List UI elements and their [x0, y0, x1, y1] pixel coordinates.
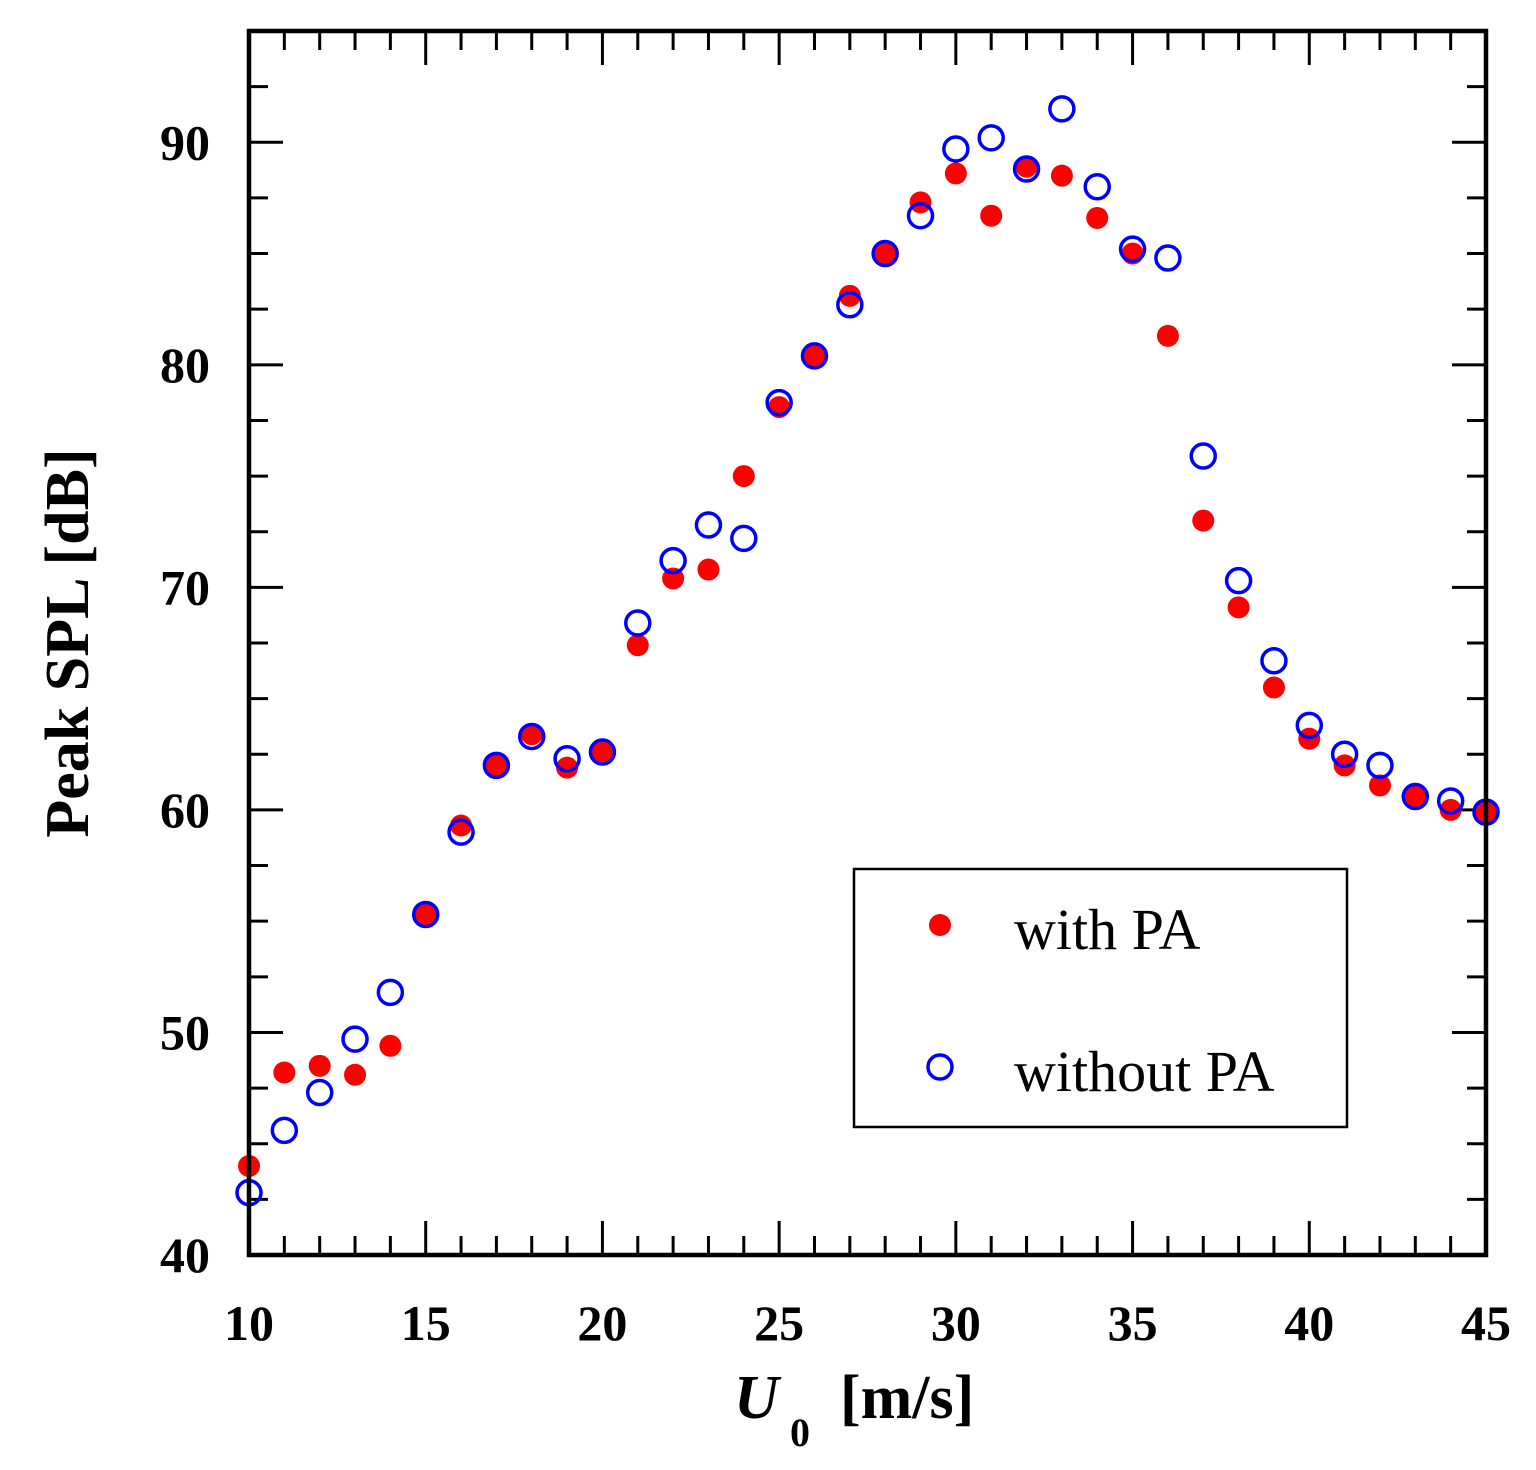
- data-point-without-pa: [1436, 787, 1465, 815]
- series-with-pa: [238, 155, 1497, 1177]
- data-point-with-pa: [344, 1063, 367, 1086]
- data-point-without-pa: [1295, 711, 1324, 740]
- data-point-with-pa: [1086, 206, 1109, 229]
- x-tick-label: 25: [754, 1295, 804, 1351]
- data-point-without-pa: [942, 135, 970, 163]
- data-point-with-pa: [591, 741, 614, 764]
- data-point-without-pa: [447, 818, 475, 846]
- data-point-with-pa: [1156, 324, 1179, 347]
- data-point-with-pa: [1404, 785, 1427, 808]
- data-point-without-pa: [1401, 782, 1430, 811]
- data-point-with-pa: [520, 723, 543, 746]
- minor-ticks: [249, 29, 1486, 1255]
- legend: with PA without PA: [852, 867, 1349, 1129]
- data-point-without-pa: [694, 511, 723, 539]
- y-tick-label: 70: [160, 559, 210, 615]
- y-tick-label: 80: [160, 337, 210, 393]
- data-point-without-pa: [659, 546, 687, 575]
- x-tick-label: 15: [401, 1295, 451, 1351]
- x-tick-label: 35: [1108, 1295, 1158, 1351]
- data-point-with-pa: [273, 1061, 296, 1084]
- data-point-without-pa: [1083, 173, 1111, 201]
- y-tick-labels: 40 50 60 70 80 90: [160, 114, 210, 1283]
- data-point-with-pa: [450, 814, 473, 837]
- data-point-without-pa: [270, 1116, 299, 1145]
- data-point-without-pa: [730, 524, 758, 553]
- data-point-with-pa: [379, 1034, 402, 1057]
- x-tick-label: 40: [1284, 1295, 1334, 1351]
- data-point-without-pa: [977, 124, 1005, 152]
- data-point-without-pa: [1012, 155, 1041, 183]
- x-tick-label: 30: [931, 1295, 981, 1351]
- data-point-with-pa: [697, 558, 720, 581]
- legend-marker-without-pa: [926, 1053, 954, 1081]
- x-tick-label: 20: [577, 1295, 627, 1351]
- data-point-without-pa: [871, 239, 899, 268]
- y-tick-label: 50: [160, 1004, 210, 1060]
- x-tick-label: 10: [224, 1295, 274, 1351]
- data-point-without-pa: [800, 342, 829, 370]
- data-point-without-pa: [588, 738, 617, 766]
- data-point-with-pa: [803, 344, 826, 367]
- data-point-with-pa: [1439, 798, 1462, 821]
- data-point-with-pa: [626, 634, 649, 657]
- data-point-with-pa: [838, 284, 861, 307]
- series-layer: [235, 95, 1500, 1207]
- x-axis-title: U 0 [m/s]: [734, 1364, 974, 1455]
- data-point-without-pa: [482, 751, 511, 780]
- data-point-without-pa: [624, 609, 652, 637]
- data-point-with-pa: [1192, 509, 1215, 532]
- data-point-with-pa: [485, 754, 508, 777]
- data-point-with-pa: [944, 162, 967, 185]
- x-tick-label: 45: [1461, 1295, 1511, 1351]
- data-point-without-pa: [765, 388, 793, 417]
- x-axis-title-main: U: [734, 1364, 782, 1432]
- data-point-without-pa: [1118, 235, 1147, 263]
- legend-label-without-pa: without PA: [1014, 1039, 1275, 1104]
- data-point-without-pa: [305, 1078, 334, 1107]
- data-point-without-pa: [906, 201, 935, 230]
- data-point-without-pa: [1330, 740, 1359, 769]
- data-point-with-pa: [1015, 155, 1038, 178]
- plot-frame: [246, 28, 1489, 1258]
- x-axis-title-unit: [m/s]: [840, 1364, 974, 1432]
- series-without-pa: [235, 95, 1500, 1207]
- data-point-without-pa: [411, 900, 440, 929]
- data-point-with-pa: [556, 756, 579, 779]
- data-point-without-pa: [836, 290, 864, 319]
- x-axis-title-subscript: 0: [790, 1410, 810, 1455]
- data-point-with-pa: [732, 465, 755, 488]
- data-point-without-pa: [1154, 244, 1182, 272]
- x-tick-labels: 10 15 20 25 30 35 40 45: [224, 1295, 1511, 1351]
- data-point-without-pa: [1260, 647, 1288, 675]
- data-point-with-pa: [980, 204, 1003, 227]
- data-point-without-pa: [517, 722, 546, 751]
- data-point-with-pa: [414, 903, 437, 926]
- data-point-with-pa: [874, 242, 897, 265]
- data-point-without-pa: [1048, 95, 1076, 123]
- data-point-with-pa: [1368, 774, 1391, 797]
- y-axis-title: Peak SPL [dB]: [34, 448, 102, 837]
- legend-label-with-pa: with PA: [1014, 897, 1201, 962]
- y-tick-label: 90: [160, 114, 210, 170]
- data-point-with-pa: [1227, 596, 1250, 619]
- data-point-with-pa: [1262, 676, 1285, 699]
- data-point-without-pa: [341, 1025, 369, 1053]
- data-point-without-pa: [1189, 442, 1218, 470]
- data-point-without-pa: [1224, 566, 1253, 595]
- data-point-with-pa: [308, 1054, 331, 1077]
- y-tick-label: 40: [160, 1227, 210, 1283]
- y-tick-label: 60: [160, 782, 210, 838]
- data-point-without-pa: [1366, 751, 1394, 780]
- legend-marker-with-pa: [929, 914, 951, 936]
- legend-box: [852, 867, 1349, 1129]
- data-point-with-pa: [1050, 164, 1073, 187]
- data-point-without-pa: [376, 978, 405, 1007]
- data-point-without-pa: [553, 744, 581, 773]
